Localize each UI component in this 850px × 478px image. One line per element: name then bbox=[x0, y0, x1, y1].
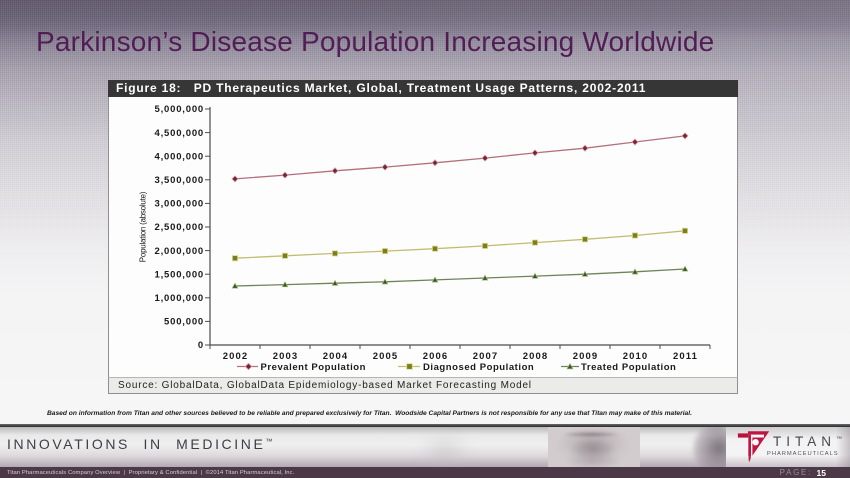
svg-text:2005: 2005 bbox=[373, 351, 399, 362]
svg-text:4,000,000: 4,000,000 bbox=[155, 151, 204, 162]
svg-text:2007: 2007 bbox=[473, 351, 499, 362]
svg-text:2,500,000: 2,500,000 bbox=[155, 222, 204, 233]
svg-text:500,000: 500,000 bbox=[164, 317, 204, 328]
svg-text:5,000,000: 5,000,000 bbox=[155, 104, 204, 115]
svg-text:1,500,000: 1,500,000 bbox=[155, 269, 204, 280]
svg-text:2004: 2004 bbox=[323, 351, 349, 362]
svg-text:4,500,000: 4,500,000 bbox=[155, 128, 204, 139]
svg-text:0: 0 bbox=[198, 340, 204, 351]
svg-text:2002: 2002 bbox=[223, 351, 249, 362]
svg-text:2010: 2010 bbox=[623, 351, 649, 362]
svg-text:2006: 2006 bbox=[423, 351, 449, 362]
svg-text:Diagnosed Population: Diagnosed Population bbox=[423, 362, 534, 373]
svg-text:Treated Population: Treated Population bbox=[581, 362, 676, 373]
svg-text:2011: 2011 bbox=[673, 351, 698, 362]
svg-text:3,500,000: 3,500,000 bbox=[155, 175, 204, 186]
svg-text:Prevalent Population: Prevalent Population bbox=[261, 362, 367, 373]
svg-text:2008: 2008 bbox=[523, 351, 549, 362]
svg-text:2009: 2009 bbox=[573, 351, 599, 362]
svg-text:3,000,000: 3,000,000 bbox=[155, 199, 204, 210]
svg-text:1,000,000: 1,000,000 bbox=[155, 293, 204, 304]
svg-text:Population (absolute): Population (absolute) bbox=[139, 191, 148, 262]
svg-text:2003: 2003 bbox=[273, 351, 299, 362]
svg-text:2,000,000: 2,000,000 bbox=[155, 246, 204, 257]
